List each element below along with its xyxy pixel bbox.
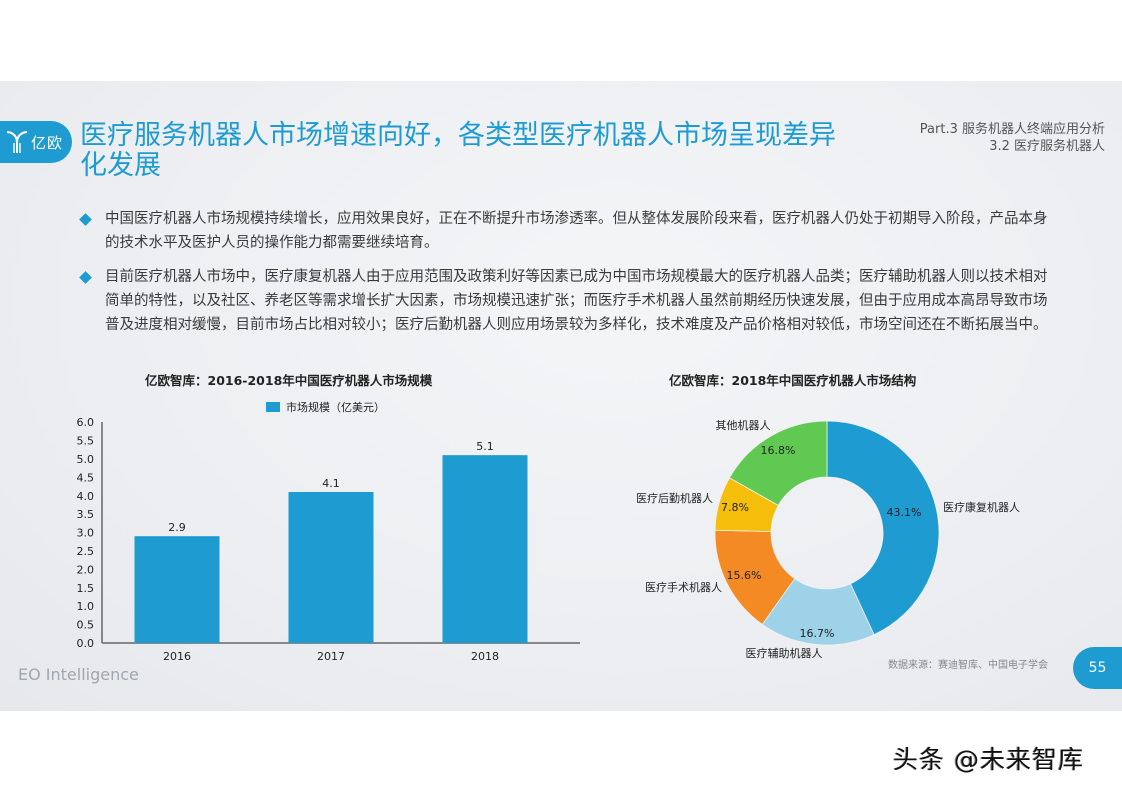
- slice-percent-label: 16.7%: [800, 627, 835, 640]
- y-tick-labels: 0.0 0.5 1.0 1.5 2.0 2.5 3.0 3.5 4.0 4.5 …: [77, 416, 95, 650]
- bullet-item: 目前医疗机器人市场中，医疗康复机器人由于应用范围及政策利好等因素已成为中国市场规…: [78, 265, 1053, 337]
- part-line-1: Part.3 服务机器人终端应用分析: [919, 122, 1105, 137]
- svg-text:3.0: 3.0: [77, 527, 95, 540]
- bullet-text: 目前医疗机器人市场中，医疗康复机器人由于应用范围及政策利好等因素已成为中国市场规…: [105, 269, 1048, 333]
- x-tick-label: 2016: [163, 650, 191, 663]
- svg-text:2.5: 2.5: [77, 545, 95, 558]
- page-number: 55: [1073, 647, 1122, 689]
- donut-chart: 43.1% 医疗康复机器人 16.7% 医疗辅助机器人 15.6% 医疗手术机器人 7.8%…: [636, 418, 1020, 660]
- bar-2016: [134, 536, 220, 643]
- bar-chart: 市场规模（亿美元） 0.0 0.5 1.0 1.5 2.0 2.5 3.0 3.…: [77, 400, 580, 663]
- svg-text:0.0: 0.0: [77, 637, 95, 650]
- svg-text:4.5: 4.5: [77, 471, 95, 484]
- eo-y-logo-icon: [6, 131, 28, 153]
- donut-chart-title: 亿欧智库：2018年中国医疗机器人市场结构: [669, 373, 917, 388]
- bars: 2.9 2016 4.1 2017 5.1 2018: [134, 440, 528, 663]
- diamond-bullet-icon: [79, 271, 92, 284]
- bar-value-label: 2.9: [168, 521, 186, 534]
- svg-text:1.5: 1.5: [77, 582, 95, 595]
- diamond-bullet-icon: [79, 213, 92, 226]
- legend-label: 市场规模（亿美元）: [286, 400, 385, 414]
- svg-text:6.0: 6.0: [77, 416, 95, 429]
- bullet-item: 中国医疗机器人市场规模持续增长，应用效果良好，正在不断提升市场渗透率。但从整体发…: [78, 207, 1053, 255]
- bar-chart-title: 亿欧智库：2016-2018年中国医疗机器人市场规模: [145, 373, 433, 388]
- svg-text:3.5: 3.5: [77, 508, 95, 521]
- slice-percent-label: 16.8%: [761, 444, 796, 457]
- slice-percent-label: 15.6%: [727, 569, 762, 582]
- legend-swatch: [266, 402, 280, 412]
- bullet-text: 中国医疗机器人市场规模持续增长，应用效果良好，正在不断提升市场渗透率。但从整体发…: [105, 211, 1048, 251]
- bar-value-label: 5.1: [476, 440, 494, 453]
- svg-text:5.0: 5.0: [77, 453, 95, 466]
- svg-text:4.0: 4.0: [77, 490, 95, 503]
- page-title: 医疗服务机器人市场增速向好，各类型医疗机器人市场呈现差异化发展: [80, 120, 836, 181]
- data-source: 数据来源：赛迪智库、中国电子学会: [888, 660, 1048, 671]
- bullet-list: 中国医疗机器人市场规模持续增长，应用效果良好，正在不断提升市场渗透率。但从整体发…: [78, 207, 1053, 347]
- logo-text: 亿欧: [31, 133, 64, 152]
- section-label: Part.3 服务机器人终端应用分析 3.2 医疗服务机器人: [920, 121, 1105, 155]
- slice-rehab: [826, 420, 940, 636]
- bar-value-label: 4.1: [322, 477, 340, 490]
- x-tick-label: 2018: [471, 650, 499, 663]
- watermark: 头条 @未来智库: [893, 745, 1084, 774]
- part-line-2: 3.2 医疗服务机器人: [989, 139, 1105, 154]
- footer-brand: EO Intelligence: [18, 665, 139, 684]
- slice-percent-label: 43.1%: [887, 506, 922, 519]
- bar-2018: [442, 455, 528, 643]
- slice-category-label: 医疗后勤机器人: [636, 491, 713, 505]
- slice-category-label: 其他机器人: [716, 418, 771, 432]
- svg-text:0.5: 0.5: [77, 619, 95, 632]
- bar-2017: [288, 491, 374, 643]
- slide: 亿欧 医疗服务机器人市场增速向好，各类型医疗机器人市场呈现差异化发展 Part.…: [0, 81, 1122, 711]
- slice-category-label: 医疗康复机器人: [943, 500, 1020, 514]
- slice-other: [728, 420, 828, 506]
- svg-text:2.0: 2.0: [77, 563, 95, 576]
- x-tick-label: 2017: [317, 650, 345, 663]
- slice-category-label: 医疗手术机器人: [645, 580, 722, 594]
- slice-percent-label: 7.8%: [721, 501, 749, 514]
- svg-text:1.0: 1.0: [77, 600, 95, 613]
- slice-category-label: 医疗辅助机器人: [746, 646, 823, 660]
- eo-logo: 亿欧: [0, 121, 72, 163]
- svg-text:5.5: 5.5: [77, 435, 95, 448]
- donut-slices: 43.1% 医疗康复机器人 16.7% 医疗辅助机器人 15.6% 医疗手术机器人 7.8%…: [636, 418, 1020, 660]
